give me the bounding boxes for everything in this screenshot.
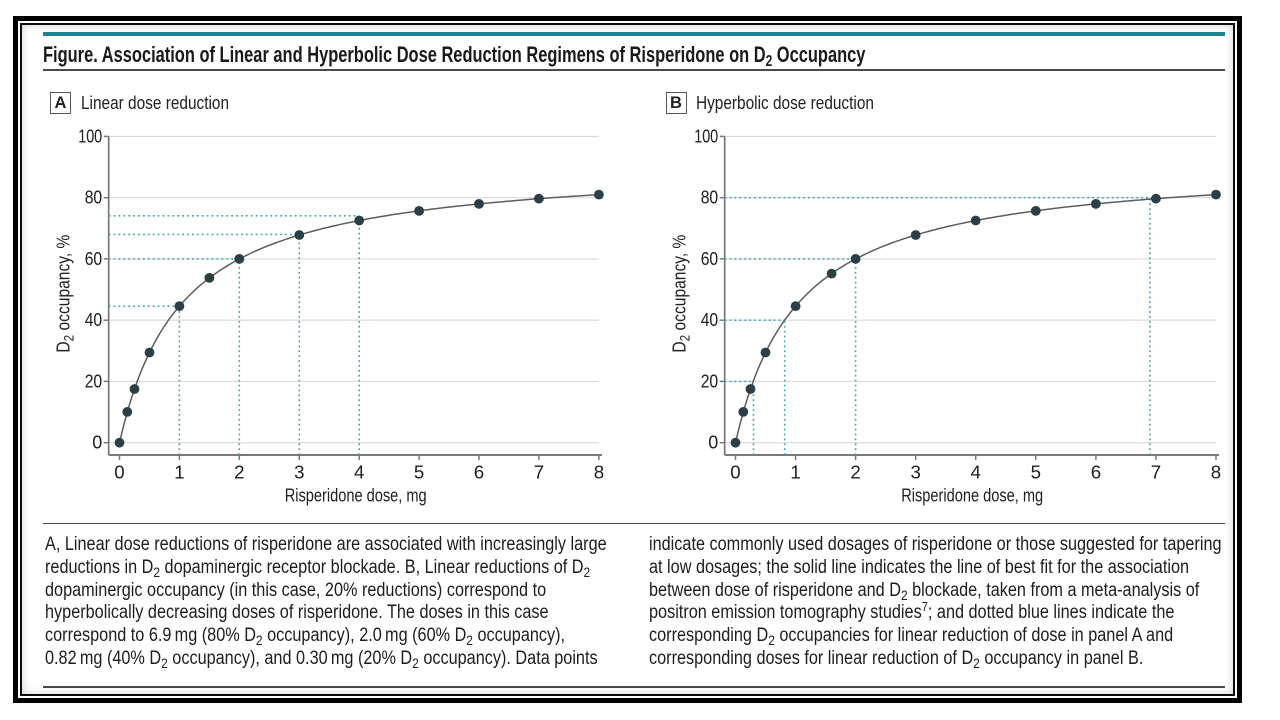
svg-text:20: 20 bbox=[85, 370, 103, 391]
svg-text:3: 3 bbox=[294, 462, 304, 483]
svg-text:60: 60 bbox=[85, 248, 103, 269]
svg-text:Risperidone dose, mg: Risperidone dose, mg bbox=[285, 485, 427, 506]
svg-text:100: 100 bbox=[694, 125, 718, 146]
svg-text:20: 20 bbox=[701, 370, 719, 391]
svg-text:40: 40 bbox=[85, 309, 103, 330]
svg-text:4: 4 bbox=[970, 462, 980, 483]
svg-text:1: 1 bbox=[790, 462, 800, 483]
svg-text:3: 3 bbox=[910, 462, 920, 483]
svg-text:100: 100 bbox=[78, 125, 102, 146]
svg-text:80: 80 bbox=[85, 187, 103, 208]
svg-text:D2 occupancy, %: D2 occupancy, % bbox=[669, 235, 693, 353]
svg-text:0: 0 bbox=[708, 432, 718, 453]
svg-text:D2 occupancy, %: D2 occupancy, % bbox=[53, 235, 77, 353]
svg-text:6: 6 bbox=[1091, 462, 1101, 483]
svg-text:Risperidone dose, mg: Risperidone dose, mg bbox=[901, 485, 1043, 506]
svg-text:8: 8 bbox=[1211, 462, 1221, 483]
svg-text:5: 5 bbox=[1031, 462, 1041, 483]
svg-text:1: 1 bbox=[174, 462, 184, 483]
svg-text:0: 0 bbox=[730, 462, 740, 483]
svg-text:80: 80 bbox=[701, 187, 719, 208]
svg-text:2: 2 bbox=[234, 462, 244, 483]
svg-text:7: 7 bbox=[1151, 462, 1161, 483]
svg-text:4: 4 bbox=[354, 462, 364, 483]
svg-text:7: 7 bbox=[534, 462, 544, 483]
svg-text:6: 6 bbox=[474, 462, 484, 483]
svg-text:0: 0 bbox=[92, 432, 102, 453]
svg-text:40: 40 bbox=[701, 309, 719, 330]
svg-text:8: 8 bbox=[594, 462, 604, 483]
svg-text:0: 0 bbox=[114, 462, 124, 483]
svg-text:60: 60 bbox=[701, 248, 719, 269]
svg-text:5: 5 bbox=[414, 462, 424, 483]
svg-text:2: 2 bbox=[850, 462, 860, 483]
